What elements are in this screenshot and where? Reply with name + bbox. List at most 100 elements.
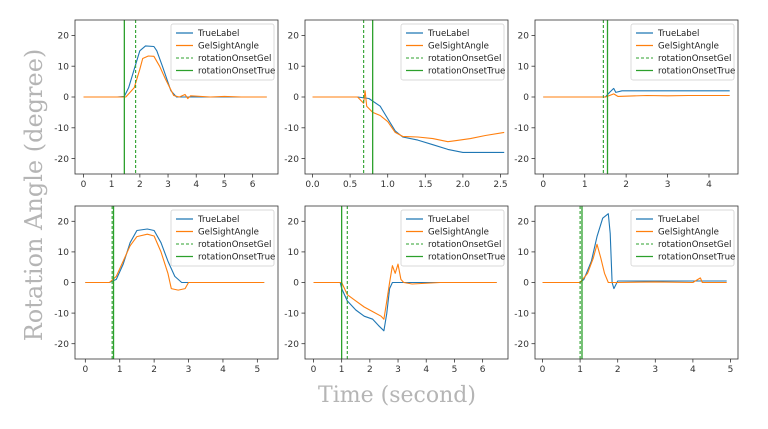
plot-area bbox=[85, 206, 265, 359]
y-tick-label: 0 bbox=[293, 279, 299, 289]
x-tick-label: 0 bbox=[81, 180, 87, 190]
y-tick-label: -20 bbox=[54, 340, 69, 350]
legend-entry-rotationonsetgel-label: rotationOnsetGel bbox=[658, 240, 731, 250]
x-tick-label: 2 bbox=[151, 365, 157, 375]
legend: TrueLabel GelSightAngle rotationOnsetGel ro… bbox=[630, 23, 735, 81]
legend-entry-rotationonsetgel-label: rotationOnsetGel bbox=[658, 54, 731, 64]
legend-entry-gelsightangle-label: GelSightAngle bbox=[198, 228, 259, 238]
series-line-truelabel bbox=[313, 281, 497, 332]
x-tick-label: 1 bbox=[117, 365, 123, 375]
plot-frame bbox=[304, 205, 509, 360]
y-tick-label: -20 bbox=[514, 155, 529, 165]
legend-entry-truelabel-label: TrueLabel bbox=[657, 29, 699, 39]
x-tick-label: 5 bbox=[728, 365, 734, 375]
y-tick-label: 20 bbox=[58, 218, 70, 228]
plot-area bbox=[542, 206, 727, 359]
y-tick-label: -10 bbox=[54, 124, 69, 134]
legend-entry-rotationonsettrue-label: rotationOnsetTrue bbox=[428, 253, 505, 263]
x-tick-label: 4 bbox=[193, 180, 199, 190]
series-line-gelsightangle bbox=[543, 93, 730, 98]
legend-entry-truelabel-label: TrueLabel bbox=[197, 29, 239, 39]
series-line-gelsightangle bbox=[312, 90, 505, 143]
legend: TrueLabel GelSightAngle rotationOnsetGel ro… bbox=[170, 209, 275, 267]
y-tick-label: -10 bbox=[284, 124, 299, 134]
y-tick-label: 20 bbox=[518, 32, 530, 42]
legend-entry-rotationonsetgel-label: rotationOnsetGel bbox=[428, 240, 501, 250]
x-tick-label: 4 bbox=[690, 365, 696, 375]
x-tick-label: 2 bbox=[623, 180, 629, 190]
x-tick-label: 2 bbox=[367, 365, 373, 375]
legend-entry-rotationonsetgel-label: rotationOnsetGel bbox=[198, 240, 271, 250]
y-tick-label: 10 bbox=[288, 62, 300, 72]
legend-entry-rotationonsettrue-label: rotationOnsetTrue bbox=[428, 67, 505, 77]
x-tick-label: 2.5 bbox=[493, 180, 507, 190]
legend-entry-rotationonsetgel-label: rotationOnsetGel bbox=[198, 54, 271, 64]
y-tick-label: -20 bbox=[284, 155, 299, 165]
chart-panel-6: 0 1 2 3 4 5 -20 -10 0 10 20 TrueLabel GelSightAngle r… bbox=[514, 205, 739, 375]
chart-panel-2: 0.0 0.5 1.0 1.5 2.0 2.5 -20 -10 0 10 20 TrueLabel Ge… bbox=[284, 19, 509, 190]
series-line-truelabel bbox=[543, 87, 730, 98]
x-tick-label: 3 bbox=[652, 365, 658, 375]
y-tick-label: 10 bbox=[518, 62, 530, 72]
legend-entry-rotationonsettrue-label: rotationOnsetTrue bbox=[198, 253, 275, 263]
x-tick-label: 2 bbox=[615, 365, 621, 375]
y-tick-label: 0 bbox=[63, 279, 69, 289]
x-tick-label: 4 bbox=[423, 365, 429, 375]
legend-box bbox=[400, 23, 505, 81]
legend-entry-gelsightangle-label: GelSightAngle bbox=[428, 42, 489, 52]
x-tick-label: 0.5 bbox=[343, 180, 357, 190]
y-tick-label: -20 bbox=[54, 155, 69, 165]
legend-entry-gelsightangle-label: GelSightAngle bbox=[658, 228, 719, 238]
chart-panel-4: 0 1 2 3 4 5 -20 -10 0 10 20 TrueLabel GelSightAngle r… bbox=[54, 205, 279, 375]
legend-entry-gelsightangle-label: GelSightAngle bbox=[658, 42, 719, 52]
legend-entry-rotationonsetgel-label: rotationOnsetGel bbox=[428, 54, 501, 64]
y-tick-label: 10 bbox=[288, 248, 300, 258]
x-tick-label: 4 bbox=[706, 180, 712, 190]
legend-entry-truelabel-label: TrueLabel bbox=[427, 215, 469, 225]
y-tick-label: 10 bbox=[58, 248, 70, 258]
y-tick-label: 0 bbox=[523, 279, 529, 289]
x-tick-label: 6 bbox=[250, 180, 256, 190]
plot-area bbox=[312, 20, 505, 174]
legend: TrueLabel GelSightAngle rotationOnsetGel ro… bbox=[170, 23, 275, 81]
plot-area bbox=[543, 20, 730, 174]
x-tick-label: 5 bbox=[222, 180, 228, 190]
x-tick-label: 5 bbox=[452, 365, 458, 375]
y-tick-label: -20 bbox=[514, 340, 529, 350]
y-tick-label: 0 bbox=[523, 93, 529, 103]
x-tick-label: 0.0 bbox=[305, 180, 320, 190]
legend-box bbox=[630, 209, 735, 267]
y-tick-label: -20 bbox=[284, 340, 299, 350]
x-tick-label: 2.0 bbox=[456, 180, 471, 190]
legend-entry-rotationonsettrue-label: rotationOnsetTrue bbox=[658, 253, 735, 263]
x-tick-label: 2 bbox=[137, 180, 143, 190]
legend-box bbox=[400, 209, 505, 267]
x-tick-label: 1 bbox=[582, 180, 588, 190]
figure-ylabel: Rotation Angle (degree) bbox=[20, 49, 48, 342]
legend-entry-truelabel-label: TrueLabel bbox=[197, 215, 239, 225]
legend-box bbox=[630, 23, 735, 81]
x-tick-label: 3 bbox=[165, 180, 171, 190]
chart-panel-3: 0 1 2 3 4 -20 -10 0 10 20 TrueLabel GelSightAngle ro… bbox=[514, 19, 739, 190]
y-tick-label: 0 bbox=[293, 93, 299, 103]
legend: TrueLabel GelSightAngle rotationOnsetGel ro… bbox=[630, 209, 735, 267]
x-tick-label: 0 bbox=[82, 365, 88, 375]
legend: TrueLabel GelSightAngle rotationOnsetGel ro… bbox=[400, 23, 505, 81]
legend-box bbox=[170, 209, 275, 267]
x-tick-label: 1 bbox=[577, 365, 583, 375]
series-line-gelsightangle bbox=[85, 233, 265, 291]
y-tick-label: 20 bbox=[288, 32, 300, 42]
x-tick-label: 1 bbox=[339, 365, 345, 375]
plot-area bbox=[83, 20, 267, 174]
x-tick-label: 3 bbox=[186, 365, 192, 375]
plot-frame bbox=[534, 19, 739, 175]
y-tick-label: 10 bbox=[518, 248, 530, 258]
plot-area bbox=[313, 206, 497, 359]
y-tick-label: 10 bbox=[58, 62, 70, 72]
legend-box bbox=[170, 23, 275, 81]
x-tick-label: 0 bbox=[540, 365, 546, 375]
legend-entry-rotationonsettrue-label: rotationOnsetTrue bbox=[198, 67, 275, 77]
x-tick-label: 4 bbox=[220, 365, 226, 375]
figure-xlabel: Time (second) bbox=[318, 383, 476, 408]
